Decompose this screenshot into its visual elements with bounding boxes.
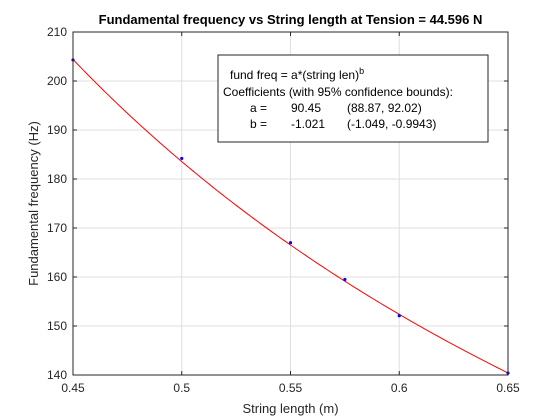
fit-annotation-box: fund freq = a*(string len)b Coefficients…	[217, 54, 489, 143]
coefficient-b-value: -1.021	[291, 117, 325, 131]
y-tick-label: 140	[47, 368, 67, 382]
fit-equation-exponent: b	[359, 66, 364, 76]
coefficient-a-name: a =	[250, 101, 267, 115]
y-tick-label: 150	[47, 319, 67, 333]
x-tick-label: 0.5	[173, 381, 190, 395]
coefficient-b-name: b =	[250, 117, 267, 131]
x-tick-label: 0.55	[279, 381, 303, 395]
data-point	[288, 241, 293, 245]
x-tick-label: 0.65	[496, 381, 520, 395]
y-axis-label: Fundamental frequency (Hz)	[26, 121, 41, 286]
x-tick-labels: 0.45 0.5 0.55 0.6 0.65	[61, 381, 520, 395]
data-point	[397, 314, 401, 318]
y-tick-labels: 140 150 160 170 180 190 200 210	[47, 25, 67, 382]
y-tick-label: 160	[47, 270, 67, 284]
y-tick-label: 210	[47, 25, 67, 39]
y-tick-label: 200	[47, 74, 67, 88]
data-point	[343, 277, 347, 282]
x-axis-label: String length (m)	[242, 401, 338, 416]
y-tick-label: 180	[47, 172, 67, 186]
y-tick-label: 170	[47, 221, 67, 235]
ticks	[72, 31, 509, 376]
fit-equation: fund freq = a*(string len)b	[230, 66, 364, 82]
coefficient-b-bounds: (-1.049, -0.9943)	[347, 117, 436, 131]
chart-title: Fundamental frequency vs String length a…	[99, 12, 483, 27]
x-tick-label: 0.6	[391, 381, 408, 395]
data-point	[180, 156, 184, 161]
x-tick-label: 0.45	[61, 381, 85, 395]
annotation-border	[217, 54, 489, 143]
fit-curve	[72, 59, 509, 374]
y-tick-label: 190	[47, 123, 67, 137]
fit-equation-text: fund freq = a*(string len)	[230, 68, 359, 82]
coefficient-a-value: 90.45	[291, 101, 321, 115]
coefficient-a-bounds: (88.87, 92.02)	[347, 101, 422, 115]
coefficients-heading: Coefficients (with 95% confidence bounds…	[223, 85, 453, 99]
